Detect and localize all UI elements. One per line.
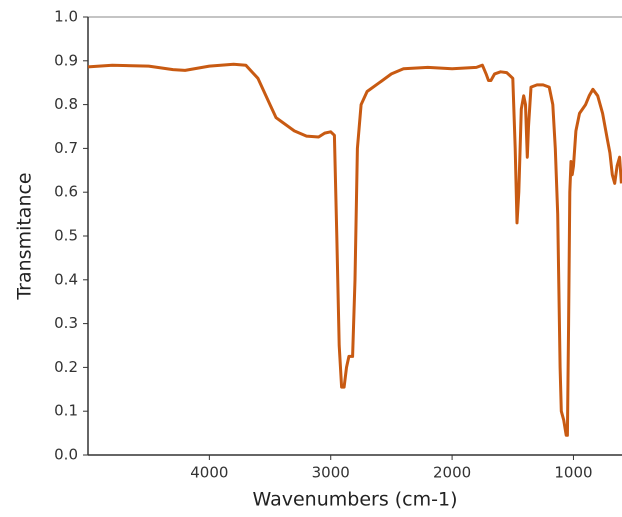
y-tick-label: 0.3 [54,314,78,332]
y-tick-label: 0.5 [54,227,78,245]
y-tick-label: 0.9 [54,51,78,69]
x-tick-label: 4000 [190,464,228,482]
y-axis-title: Transmitance [14,172,36,300]
x-tick-label: 1000 [554,464,592,482]
y-tick-label: 0.2 [54,358,78,376]
y-tick-label: 0.7 [54,139,78,157]
x-tick-label: 2000 [433,464,471,482]
y-tick-label: 1.0 [54,8,78,26]
x-tick-label: 3000 [312,464,350,482]
y-tick-label: 0.6 [54,183,78,201]
y-tick-label: 0.1 [54,402,78,420]
y-tick-label: 0.4 [54,270,78,288]
y-tick-label: 0.0 [54,446,78,464]
y-tick-label: 0.8 [54,95,78,113]
x-axis-title: Wavenumbers (cm-1) [253,489,458,511]
spectrum-line [87,62,622,437]
